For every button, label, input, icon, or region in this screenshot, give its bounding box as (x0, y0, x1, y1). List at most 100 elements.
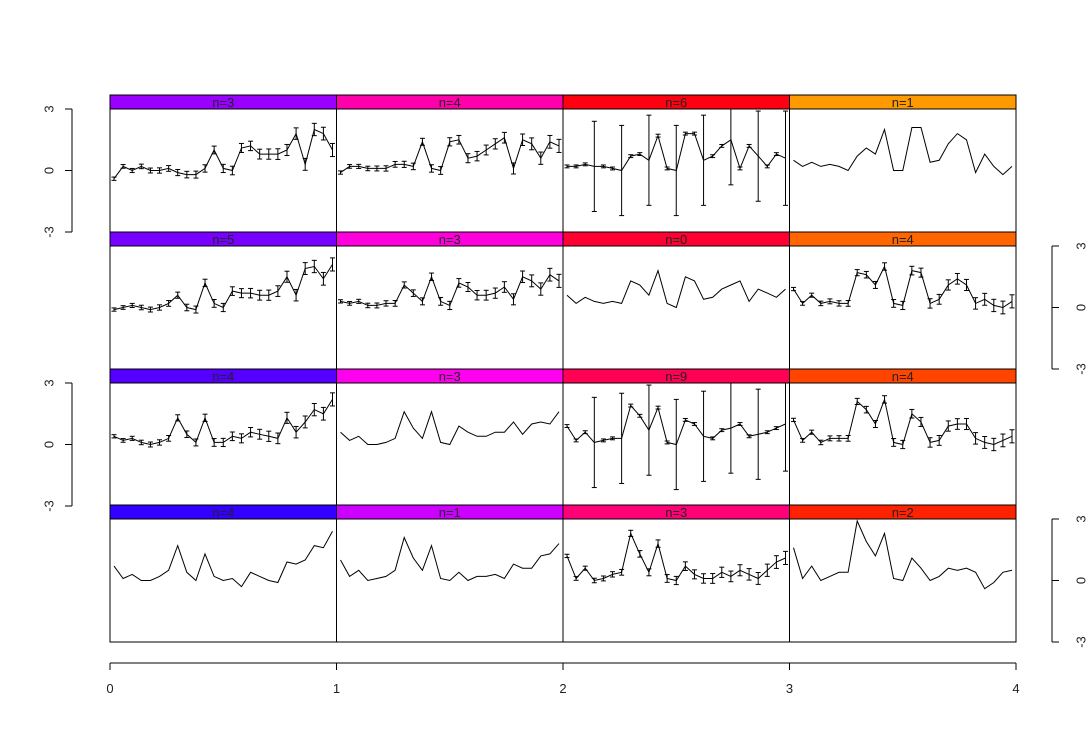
series-line (340, 410, 560, 446)
error-bar (619, 124, 625, 217)
error-bar (701, 390, 707, 482)
error-bar (120, 438, 126, 443)
error-bar (129, 435, 135, 441)
error-bar (691, 569, 697, 580)
series-line (340, 536, 560, 582)
error-bar (854, 397, 860, 406)
error-bar (401, 160, 407, 168)
error-bar (655, 133, 661, 138)
error-bar (619, 568, 625, 576)
series-line (793, 127, 1013, 176)
error-bar (220, 437, 226, 448)
error-bar (293, 425, 299, 439)
panel-r2-c1: n=5 (109, 231, 337, 370)
error-bar (945, 279, 951, 291)
error-bar (438, 166, 444, 175)
error-bar (520, 270, 526, 283)
panel-r2-c3: n=0 (562, 231, 790, 370)
error-bar (755, 572, 761, 585)
error-bar (900, 439, 906, 450)
error-bar (374, 165, 380, 172)
error-bar (330, 257, 335, 272)
panel-r3-c1: n=4 (109, 368, 337, 507)
error-bar (973, 432, 979, 445)
error-bar (737, 564, 743, 577)
error-bar (538, 282, 544, 296)
panel-r3-c4: n=4 (789, 368, 1017, 507)
error-bar (166, 165, 172, 172)
y-tick-label: -3 (41, 500, 56, 512)
error-bar (383, 300, 389, 307)
panel-strip-label: n=9 (665, 369, 687, 384)
error-bar (111, 307, 117, 312)
panel-grid: n=3 n=4 n=6 n=1 n=5 n=3 n=0 n=4 n=4 n=3 n=9 n=4 n=4 n… (109, 94, 1017, 643)
error-bar (991, 437, 997, 452)
error-bar (138, 439, 144, 446)
error-bar (347, 164, 353, 169)
error-bar (356, 298, 362, 304)
error-bar (827, 435, 833, 442)
error-bar (728, 382, 734, 474)
error-bar (510, 293, 516, 306)
error-bar (202, 164, 208, 173)
error-bar (456, 134, 462, 145)
error-bar (963, 417, 969, 431)
panel-strip-label: n=1 (439, 505, 461, 520)
error-bar (193, 438, 199, 447)
error-bar (836, 435, 842, 442)
error-bar (220, 302, 226, 313)
error-bar (284, 411, 290, 424)
error-bar (591, 120, 597, 212)
error-bar (637, 550, 643, 558)
error-bar (783, 110, 788, 206)
error-bar (229, 165, 235, 176)
error-bar (854, 269, 860, 277)
error-bar (547, 134, 553, 149)
panel-strip-label: n=4 (212, 505, 234, 520)
error-bar (465, 281, 471, 293)
error-bar (193, 305, 199, 314)
panel-strip-label: n=1 (892, 95, 914, 110)
panel-strip-label: n=5 (212, 232, 234, 247)
error-bar (646, 568, 652, 577)
y-tick-label: 3 (1073, 242, 1088, 249)
error-bar (338, 299, 343, 304)
error-bar (773, 555, 779, 569)
error-bar (710, 573, 716, 584)
error-bar (266, 430, 272, 442)
error-bar (284, 143, 290, 157)
error-bar (275, 148, 281, 160)
error-bar (746, 434, 752, 439)
panel-r2-c4: n=4 (789, 231, 1017, 370)
error-bar (501, 131, 507, 144)
panel-r4-c2: n=1 (336, 504, 564, 643)
error-bar (791, 286, 796, 292)
panel-strip-label: n=3 (439, 369, 461, 384)
error-bar (320, 271, 326, 286)
error-bar (238, 288, 244, 299)
error-bar (600, 164, 606, 169)
error-bar (392, 300, 398, 307)
error-bar (365, 302, 371, 309)
error-bar (646, 114, 652, 206)
error-bar (610, 166, 616, 171)
error-bar (719, 143, 725, 148)
error-bar (311, 259, 317, 274)
error-bar (465, 153, 471, 164)
error-bar (573, 438, 579, 443)
error-bar (211, 145, 217, 155)
error-bar (900, 300, 906, 311)
error-bar (529, 274, 535, 288)
error-bar (891, 438, 897, 447)
error-bar (755, 110, 761, 202)
axes: 0 1 2 3 4 -3 0 3 -3 0 3 -3 0 3 -3 0 3 (41, 105, 1088, 696)
error-bar (673, 124, 679, 217)
error-bar (184, 303, 190, 312)
error-bar (764, 164, 770, 169)
error-bar (818, 439, 824, 446)
error-bar (129, 167, 135, 174)
error-bar (293, 288, 299, 302)
panel-r1-c3: n=6 (562, 94, 790, 233)
panel-strip-label: n=3 (439, 232, 461, 247)
panel-r4-c1: n=4 (109, 504, 337, 643)
